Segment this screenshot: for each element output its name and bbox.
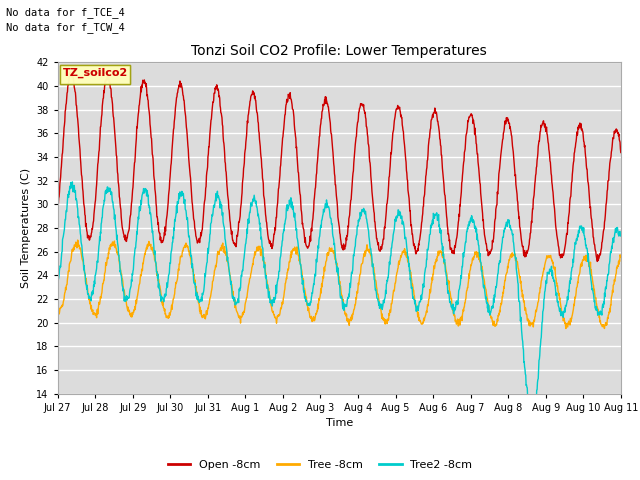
Text: No data for f_TCW_4: No data for f_TCW_4 <box>6 22 125 33</box>
X-axis label: Time: Time <box>326 418 353 428</box>
Text: No data for f_TCE_4: No data for f_TCE_4 <box>6 7 125 18</box>
Title: Tonzi Soil CO2 Profile: Lower Temperatures: Tonzi Soil CO2 Profile: Lower Temperatur… <box>191 45 487 59</box>
Y-axis label: Soil Temperatures (C): Soil Temperatures (C) <box>20 168 31 288</box>
Legend:  <box>60 65 131 84</box>
Legend: Open -8cm, Tree -8cm, Tree2 -8cm: Open -8cm, Tree -8cm, Tree2 -8cm <box>163 456 477 474</box>
